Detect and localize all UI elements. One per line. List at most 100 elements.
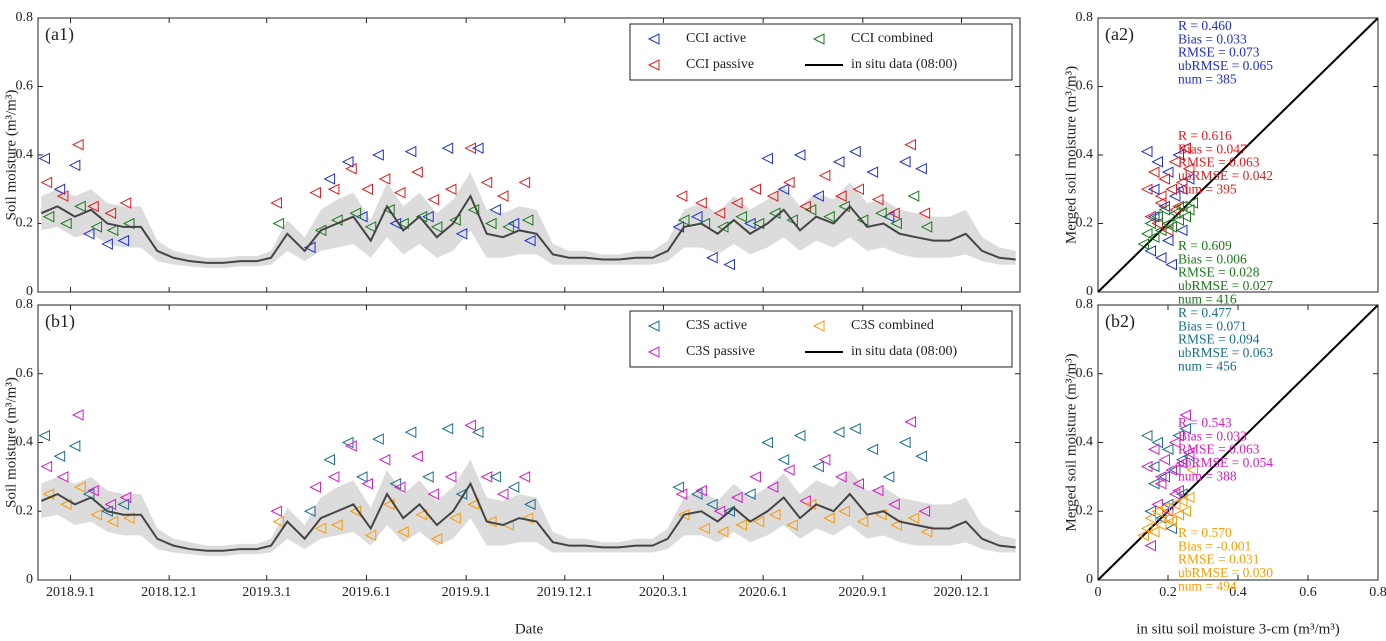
panel-label: (a1)	[45, 24, 74, 45]
y-tick-label: 0.4	[1076, 147, 1094, 162]
stat-text: RMSE = 0.028	[1178, 265, 1260, 280]
data-point	[1158, 502, 1170, 514]
data-point	[786, 214, 798, 226]
x-tick-label: 0.2	[1159, 585, 1177, 600]
data-point	[920, 221, 933, 233]
data-point	[1144, 245, 1156, 257]
data-point	[1172, 484, 1184, 497]
data-point	[309, 186, 321, 199]
data-point	[42, 488, 55, 500]
data-point	[364, 221, 377, 233]
data-point	[1144, 512, 1156, 524]
data-point	[1158, 200, 1170, 213]
data-point	[117, 498, 130, 511]
stat-text: num = 456	[1178, 358, 1237, 373]
data-point	[38, 429, 51, 442]
data-point	[706, 498, 718, 511]
data-point	[871, 484, 884, 497]
data-point	[766, 481, 779, 493]
legend-label: CCI active	[686, 31, 746, 46]
y-tick-label: 0.2	[16, 503, 34, 518]
legend-box	[629, 23, 1013, 81]
data-point	[38, 152, 51, 165]
data-point	[1168, 464, 1181, 476]
data-point	[361, 183, 374, 196]
data-point	[918, 207, 931, 220]
data-point	[74, 200, 86, 213]
data-point	[1151, 210, 1163, 223]
stat-text: R = 0.609	[1178, 238, 1232, 253]
data-point	[832, 156, 845, 168]
data-point	[866, 166, 879, 178]
data-point	[1168, 488, 1181, 500]
data-point	[1161, 498, 1174, 511]
range-band	[41, 172, 1016, 269]
data-point	[1168, 207, 1181, 220]
data-point	[1161, 234, 1174, 247]
data-point	[1147, 210, 1160, 223]
data-point	[1172, 214, 1184, 226]
data-point	[372, 149, 384, 161]
y-axis-label: Merged soil moisture (m³/m³)	[1063, 353, 1079, 531]
data-point	[871, 193, 884, 206]
data-point	[74, 481, 86, 493]
data-point	[1175, 183, 1188, 196]
data-point	[920, 526, 933, 538]
data-point	[890, 217, 902, 230]
data-point	[804, 203, 817, 216]
y-tick-label: 0.6	[16, 366, 34, 381]
data-point	[888, 498, 900, 511]
y-tick-label: 0	[1086, 572, 1093, 587]
data-point	[888, 207, 900, 220]
stat-text: num = 388	[1178, 468, 1237, 483]
data-point	[777, 453, 790, 466]
data-point	[690, 488, 703, 500]
data-point	[480, 471, 493, 483]
data-point	[1144, 210, 1156, 223]
data-point	[852, 183, 865, 196]
data-point	[1175, 176, 1188, 189]
data-point	[761, 152, 773, 165]
panel-label: (b2)	[1105, 311, 1135, 332]
data-point	[104, 207, 117, 220]
data-point	[467, 203, 480, 216]
plot-frame	[37, 304, 1021, 581]
data-point	[915, 162, 927, 175]
legend-marker	[812, 33, 825, 45]
data-point	[106, 515, 119, 528]
data-point	[852, 477, 865, 490]
data-point	[1175, 488, 1188, 500]
data-point	[341, 436, 354, 449]
data-point	[675, 190, 688, 202]
y-axis-label: Soil moisture (m³/m³)	[3, 90, 19, 221]
stat-text: Bias = 0.033	[1178, 31, 1247, 46]
data-point	[523, 498, 536, 511]
data-point	[361, 477, 374, 490]
x-tick-label: 2020.9.1	[838, 585, 887, 600]
data-point	[40, 176, 53, 189]
data-point	[415, 508, 428, 521]
data-point	[777, 183, 790, 196]
data-point	[713, 505, 726, 518]
data-point	[690, 210, 703, 223]
data-point	[1158, 203, 1170, 216]
x-axis-label: Date	[515, 621, 544, 637]
data-point	[835, 190, 847, 202]
data-point	[1137, 238, 1149, 250]
data-point	[496, 190, 509, 202]
data-point	[489, 203, 501, 216]
data-point	[799, 200, 811, 213]
data-point	[768, 508, 781, 521]
stat-text: RMSE = 0.094	[1178, 332, 1260, 347]
data-point	[449, 214, 461, 226]
data-point	[1144, 217, 1156, 230]
data-point	[749, 183, 762, 196]
data-point	[1175, 224, 1188, 237]
data-point	[743, 488, 756, 500]
data-point	[496, 488, 509, 500]
y-tick-label: 0	[26, 572, 33, 587]
legend-marker	[812, 320, 825, 332]
data-point	[464, 419, 476, 432]
data-point	[1140, 145, 1153, 158]
data-line	[40, 193, 1016, 264]
